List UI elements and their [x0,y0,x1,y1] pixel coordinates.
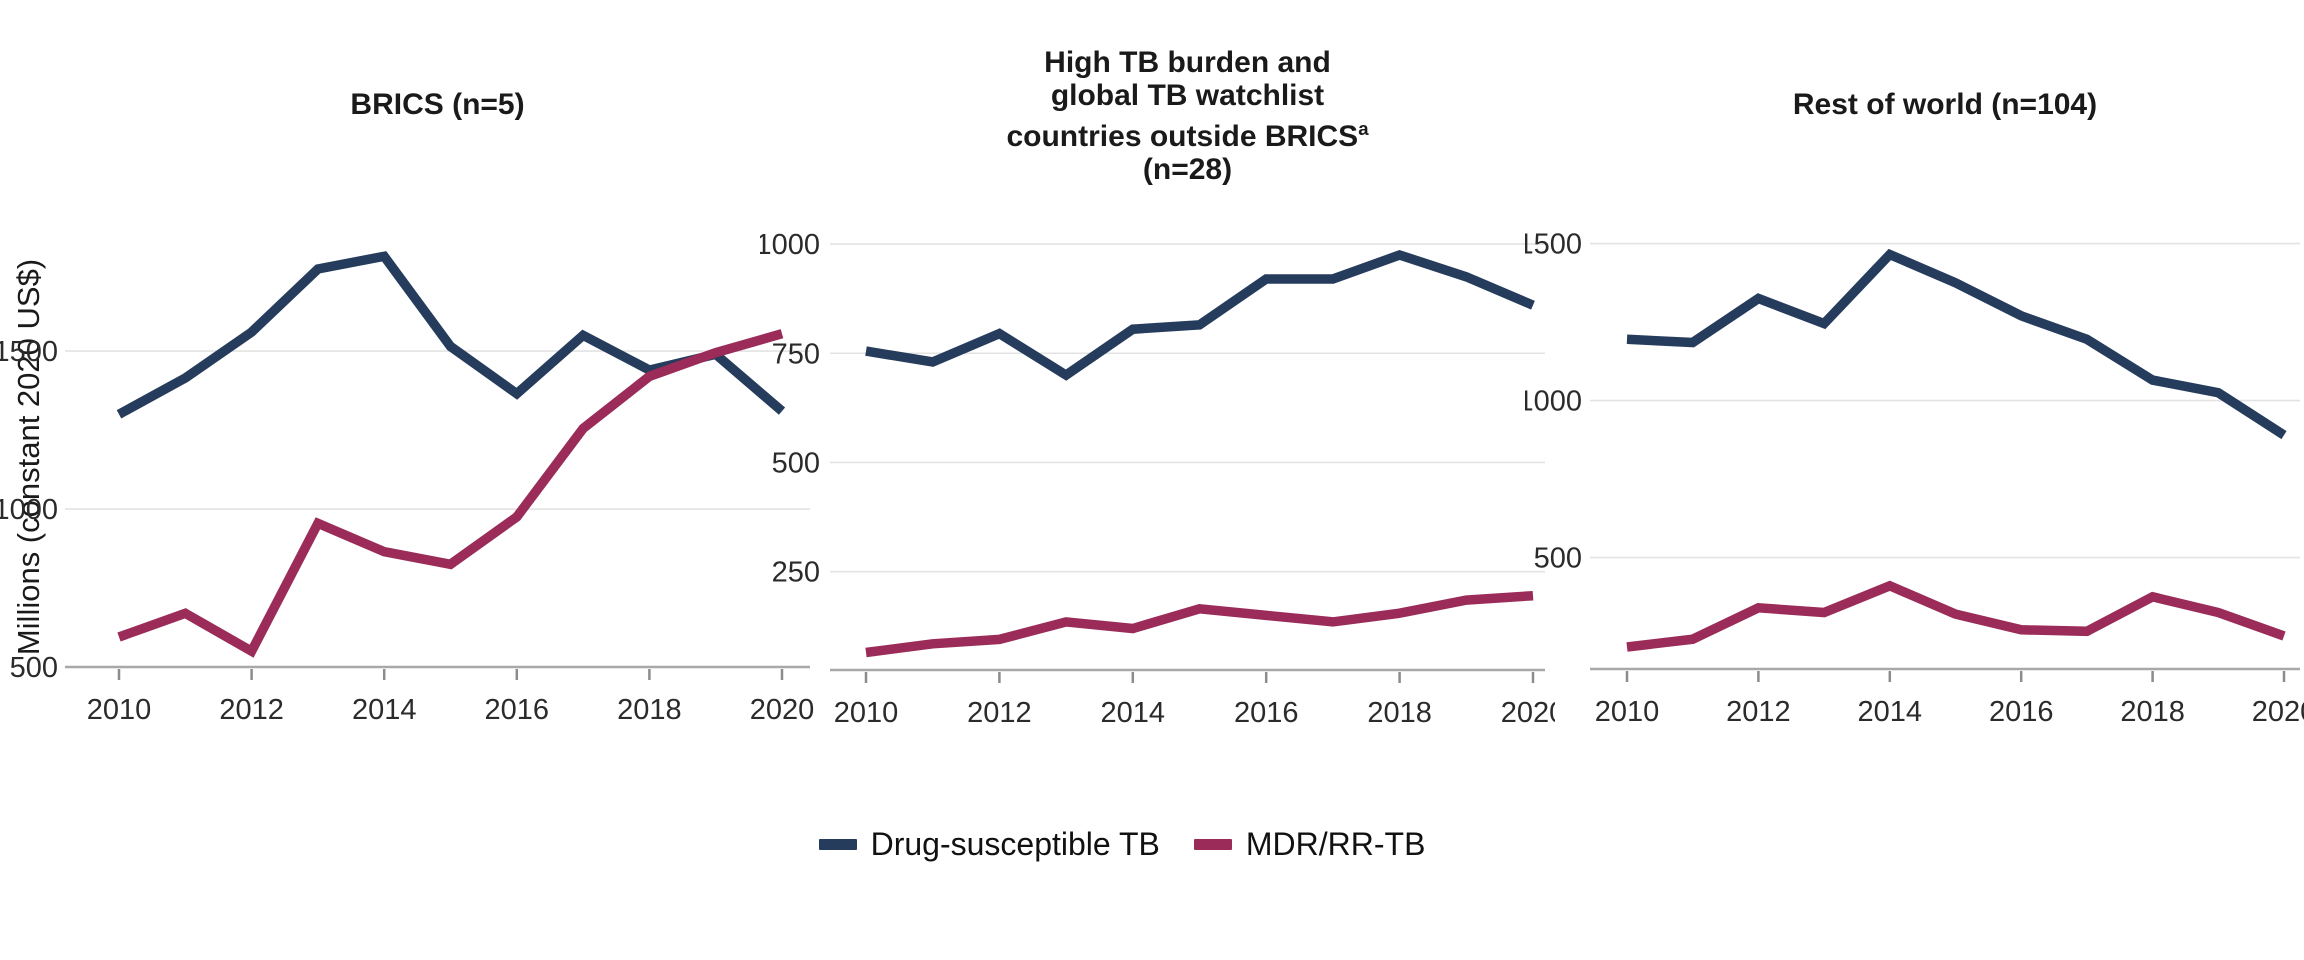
drug-susceptible-swatch-icon [818,839,857,850]
x-tick-label: 2014 [1858,696,1923,728]
y-tick-label: 500 [1534,543,1582,575]
y-tick-label: 250 [772,557,820,589]
y-tick-label: 500 [772,447,820,479]
panel-title-brics-text: BRICS (n=5) [350,88,525,121]
panel-title-rest-of-world: Rest of world (n=104) [1590,88,2300,121]
drug-susceptible-tb-line [865,249,1535,381]
legend-item-mdr-rr: MDR/RR-TB [1193,826,1426,863]
x-tick-label: 2016 [1234,697,1299,729]
mdr-rr-tb-line [865,590,1534,658]
x-tick-label: 2020 [1501,697,1555,729]
legend-label-drug-susceptible: Drug-susceptible TB [870,826,1160,862]
x-tick-label: 2010 [1595,696,1660,728]
x-tick-label: 2018 [617,694,682,726]
mdr-rr-swatch-icon [1193,839,1232,850]
drug-susceptible-tb-line [1626,248,2287,440]
chart-panel-brics: 500 1000 1500 2010 2012 2014 2016 2018 2020 [0,220,830,730]
y-tick-label: 1000 [760,229,820,261]
panel-title-high-burden: High TB burden and global TB watchlist c… [830,46,1545,186]
drug-susceptible-tb-line [116,251,786,419]
legend-item-drug-susceptible: Drug-susceptible TB [818,826,1160,863]
x-tick-label: 2018 [2120,696,2185,728]
brics-line-chart: 500 1000 1500 2010 2012 2014 2016 2018 2020 [0,251,815,726]
high-burden-line-chart: 250 500 750 1000 2010 2012 2014 2016 2018 2020 [760,229,1555,729]
x-tick-label: 2020 [750,694,815,726]
rest-of-world-line-chart: 500 1000 1500 2010 2012 2014 2016 2018 2020 [1525,229,2304,728]
x-tick-label: 2010 [834,697,899,729]
y-tick-label: 1000 [0,494,58,526]
chart-panel-rest-of-world: 500 1000 1500 2010 2012 2014 2016 2018 2020 [1525,220,2304,730]
x-tick-label: 2014 [1101,697,1166,729]
panel-title-high-burden-line3: countries outside BRICSa [1006,118,1369,153]
panel-title-brics: BRICS (n=5) [65,88,810,121]
legend-label-mdr-rr: MDR/RR-TB [1245,826,1426,862]
y-tick-label: 1500 [1525,229,1582,261]
mdr-rr-tb-line [1626,580,2286,652]
chart-legend: Drug-susceptible TB MDR/RR-TB [0,826,2274,863]
x-tick-label: 2016 [485,694,550,726]
x-tick-label: 2012 [219,694,284,726]
x-tick-label: 2014 [352,694,417,726]
mdr-rr-tb-line [117,329,784,658]
x-tick-label: 2020 [2252,696,2304,728]
panel-title-high-burden-line2: global TB watchlist [1050,79,1325,112]
panel-title-rest-of-world-text: Rest of world (n=104) [1792,88,2098,121]
chart-panel-high-burden: 250 500 750 1000 2010 2012 2014 2016 2018 2020 [760,220,1555,730]
y-tick-label: 750 [772,338,820,370]
x-tick-label: 2016 [1989,696,2054,728]
y-tick-label: 500 [10,652,58,684]
x-tick-label: 2010 [87,694,152,726]
x-tick-label: 2012 [967,697,1032,729]
panel-title-high-burden-line4: (n=28) [1142,153,1233,186]
y-tick-label: 1000 [1525,386,1582,418]
y-tick-label: 1500 [0,336,58,368]
panel-title-high-burden-line1: High TB burden and [1044,46,1331,79]
footnote-marker: a [1358,118,1369,139]
x-tick-label: 2012 [1726,696,1791,728]
x-tick-label: 2018 [1367,697,1432,729]
